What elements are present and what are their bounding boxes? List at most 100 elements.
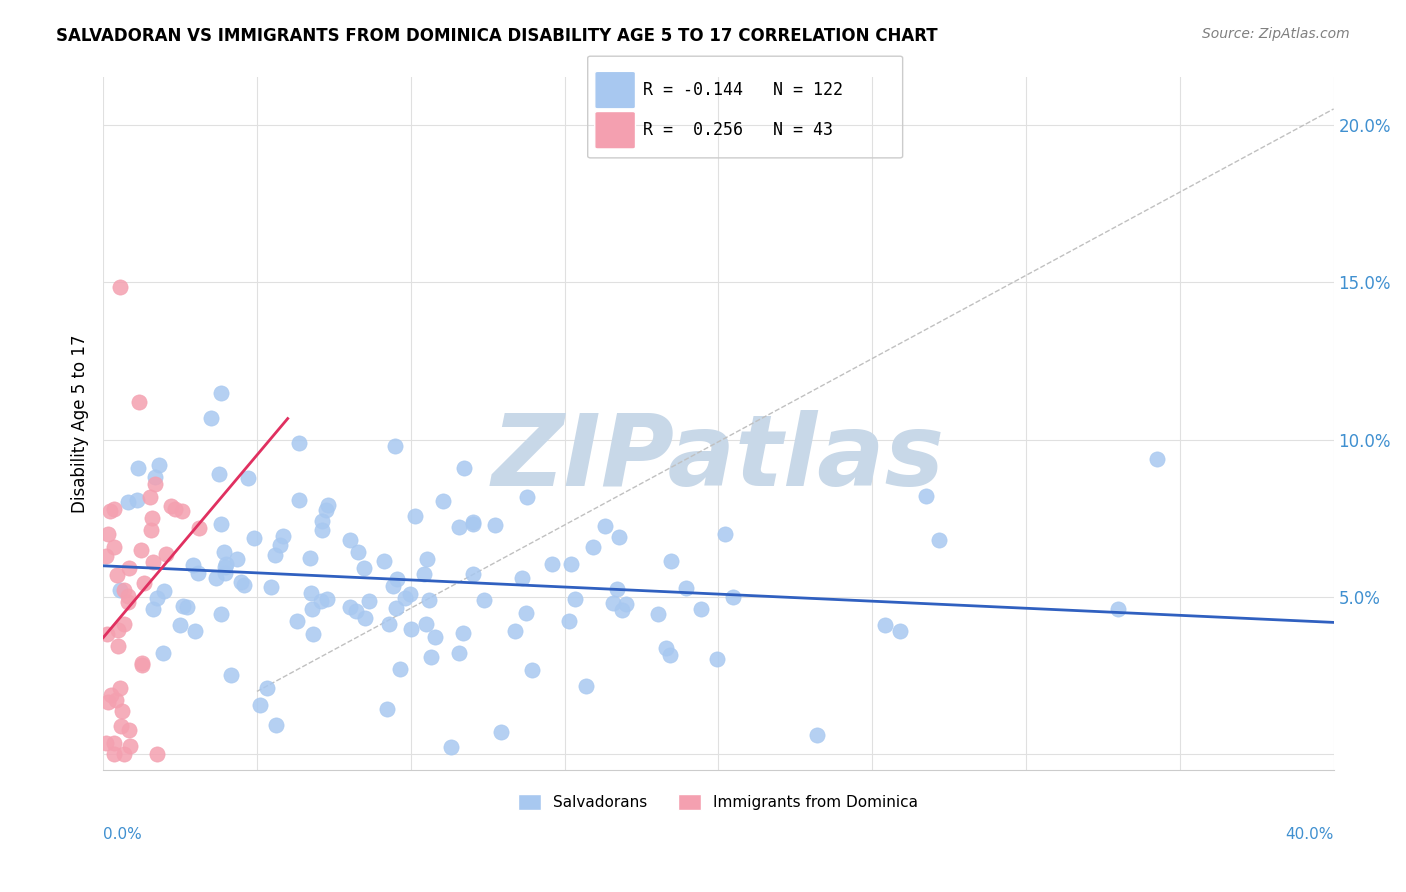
Text: 0.0%: 0.0% <box>103 827 142 842</box>
Point <box>107 639 129 653</box>
Point <box>269 538 291 552</box>
Point <box>103 747 125 762</box>
Point <box>412 566 434 581</box>
Point <box>172 599 194 613</box>
Point <box>399 622 422 636</box>
Point <box>145 477 167 491</box>
Point <box>125 492 148 507</box>
Point <box>260 580 283 594</box>
Point <box>654 641 676 656</box>
Point <box>377 702 399 716</box>
Point <box>143 469 166 483</box>
Point <box>148 458 170 473</box>
Point <box>423 631 446 645</box>
Point <box>461 517 484 532</box>
Point <box>118 723 141 737</box>
Point <box>647 607 669 621</box>
Point <box>226 552 249 566</box>
Point <box>208 467 231 481</box>
Point <box>385 601 408 615</box>
Point <box>139 523 162 537</box>
Point <box>131 656 153 670</box>
Point <box>315 503 337 517</box>
Point <box>385 572 408 586</box>
Point <box>142 602 165 616</box>
Point <box>187 566 209 581</box>
Point <box>451 626 474 640</box>
Point <box>146 747 169 762</box>
Point <box>120 739 142 753</box>
Point <box>889 624 911 639</box>
Point <box>238 471 260 485</box>
Point <box>249 698 271 712</box>
Point <box>256 681 278 695</box>
Point <box>302 627 325 641</box>
Point <box>111 704 134 718</box>
Point <box>117 594 139 608</box>
Point <box>346 545 368 559</box>
Point <box>515 606 537 620</box>
Point <box>432 494 454 508</box>
Point <box>415 616 437 631</box>
Point <box>510 571 533 585</box>
Text: Source: ZipAtlas.com: Source: ZipAtlas.com <box>1202 27 1350 41</box>
Point <box>461 566 484 581</box>
Point <box>233 578 256 592</box>
Point <box>103 502 125 516</box>
Point <box>593 519 616 533</box>
Point <box>264 718 287 732</box>
Point <box>520 663 543 677</box>
Point <box>209 516 232 531</box>
Point <box>170 503 193 517</box>
Point <box>311 514 333 528</box>
Point <box>453 460 475 475</box>
Point <box>108 280 131 294</box>
Point <box>516 490 538 504</box>
Point <box>132 575 155 590</box>
Legend: Salvadorans, Immigrants from Dominica: Salvadorans, Immigrants from Dominica <box>510 787 927 818</box>
Point <box>110 719 132 733</box>
Text: ZIPatlas: ZIPatlas <box>492 410 945 507</box>
Point <box>108 681 131 696</box>
Point <box>418 592 440 607</box>
Point <box>141 511 163 525</box>
Point <box>398 587 420 601</box>
Point <box>311 523 333 537</box>
Point <box>288 492 311 507</box>
Point <box>384 439 406 453</box>
Point <box>112 747 135 762</box>
Point <box>160 499 183 513</box>
Point <box>131 658 153 673</box>
Point <box>188 521 211 535</box>
Point <box>298 550 321 565</box>
Point <box>607 530 630 544</box>
Point <box>575 679 598 693</box>
Point <box>97 695 120 709</box>
Point <box>299 586 322 600</box>
Point <box>211 386 233 401</box>
Point <box>215 557 238 571</box>
Point <box>394 591 416 606</box>
Point <box>316 591 339 606</box>
Point <box>541 557 564 571</box>
Point <box>153 584 176 599</box>
Point <box>285 614 308 628</box>
Point <box>503 624 526 638</box>
Point <box>560 558 582 572</box>
Point <box>243 531 266 545</box>
Point <box>108 582 131 597</box>
Point <box>214 560 236 574</box>
Point <box>100 504 122 518</box>
Point <box>690 601 713 615</box>
Point <box>602 596 624 610</box>
Text: R =  0.256   N = 43: R = 0.256 N = 43 <box>643 121 832 139</box>
Y-axis label: Disability Age 5 to 17: Disability Age 5 to 17 <box>72 334 89 513</box>
Text: 40.0%: 40.0% <box>1285 827 1334 842</box>
Point <box>472 592 495 607</box>
Point <box>100 688 122 702</box>
Point <box>440 740 463 755</box>
Point <box>416 551 439 566</box>
Point <box>142 555 165 569</box>
Point <box>96 736 118 750</box>
Point <box>104 692 127 706</box>
